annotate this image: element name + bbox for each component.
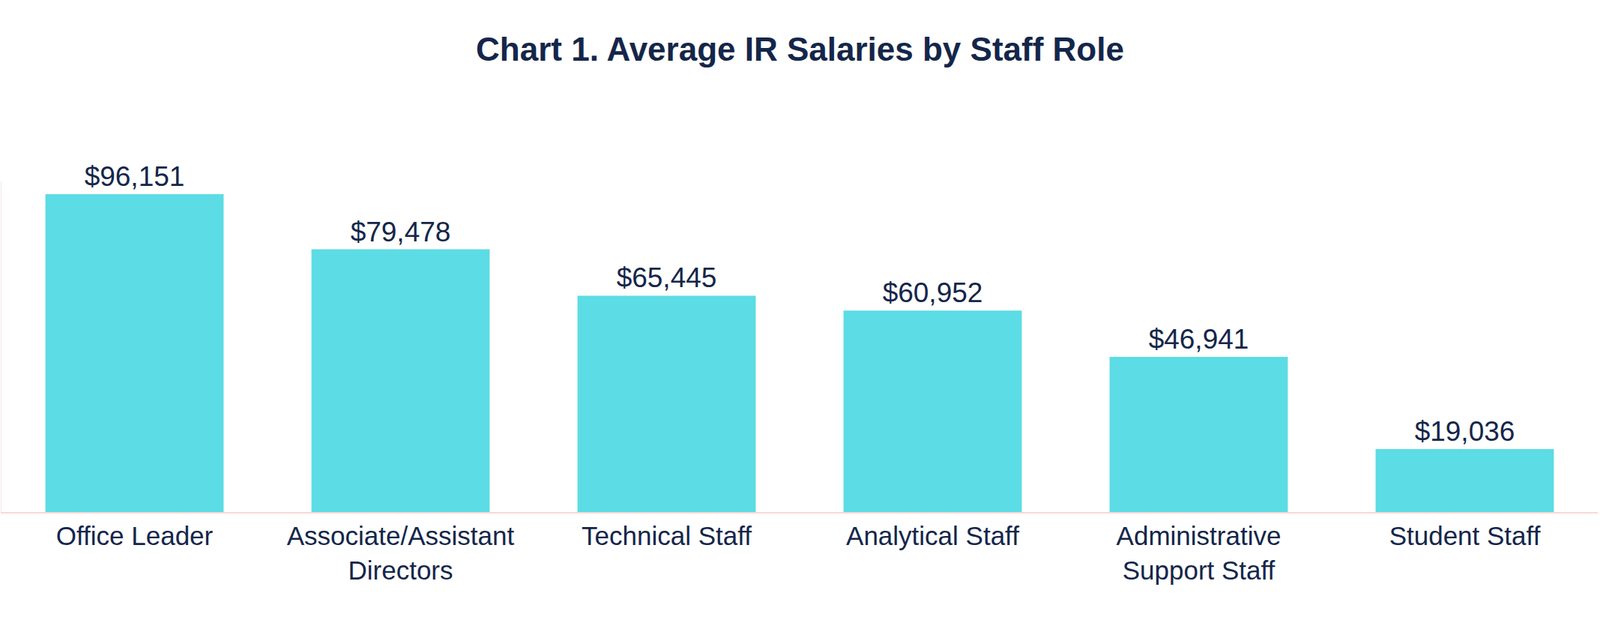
svg-text:$96,151: $96,151 bbox=[84, 161, 186, 192]
svg-text:$19,036: $19,036 bbox=[1414, 415, 1516, 447]
svg-text:Technical Staff: Technical Staff bbox=[581, 520, 752, 551]
svg-text:AdministrativeSupport Staff: AdministrativeSupport Staff bbox=[1116, 520, 1282, 585]
svg-text:$65,445: $65,445 bbox=[616, 262, 718, 294]
svg-text:Associate/AssistantDirectors: Associate/AssistantDirectors bbox=[287, 520, 515, 585]
svg-text:$79,478: $79,478 bbox=[350, 216, 452, 248]
svg-text:Analytical Staff: Analytical Staff bbox=[846, 520, 1020, 551]
svg-text:Office Leader: Office Leader bbox=[56, 520, 214, 551]
svg-text:$60,952: $60,952 bbox=[882, 277, 984, 309]
svg-text:$46,941: $46,941 bbox=[1148, 323, 1250, 355]
svg-text:Chart 1. Average IR Salaries b: Chart 1. Average IR Salaries by Staff Ro… bbox=[475, 30, 1125, 68]
svg-text:Student Staff: Student Staff bbox=[1389, 520, 1541, 551]
